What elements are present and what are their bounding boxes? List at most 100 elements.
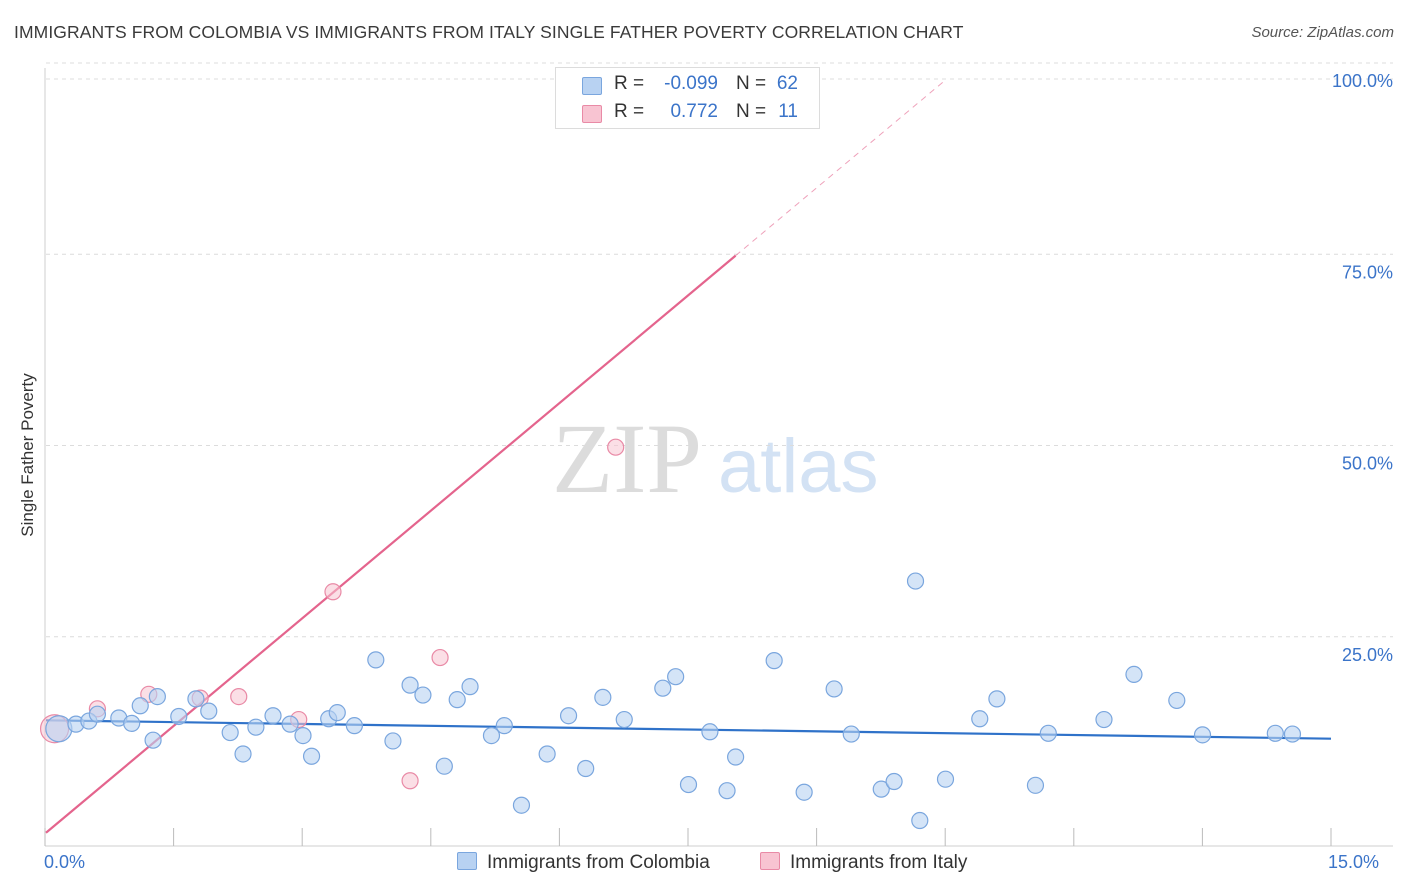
colombia-point	[911, 811, 929, 830]
colombia-point	[667, 668, 685, 686]
italy-point	[607, 438, 625, 456]
n-label: N =	[736, 101, 767, 122]
colombia-point	[144, 731, 162, 749]
italy-trend-line	[45, 254, 737, 834]
y-axis-label: Single Father Poverty	[18, 373, 37, 537]
colombia-point	[264, 707, 282, 725]
italy-point	[431, 648, 449, 667]
colombia-point	[1168, 691, 1186, 710]
legend-label-colombia: Immigrants from Colombia	[487, 852, 710, 873]
colombia-point	[221, 723, 239, 742]
colombia-point	[482, 727, 501, 745]
colombia-point	[795, 783, 813, 801]
colombia-point	[88, 705, 107, 723]
colombia-point	[718, 782, 736, 800]
legend: Immigrants from Colombia Immigrants from…	[0, 852, 1406, 878]
colombia-point	[345, 717, 363, 735]
colombia-point	[594, 688, 612, 706]
colombia-point	[131, 697, 149, 715]
y-tick-labels: 25.0% 50.0% 75.0% 100.0%	[1332, 71, 1393, 665]
colombia-point	[936, 770, 955, 788]
colombia-point	[577, 759, 595, 778]
r-label: R =	[614, 101, 645, 122]
watermark-atlas: atlas	[718, 424, 879, 509]
r-label: R =	[614, 73, 645, 94]
source-label: Source: ZipAtlas.com	[1251, 24, 1394, 41]
watermark-zip: ZIP	[552, 403, 702, 514]
colombia-point	[654, 679, 672, 697]
colombia-swatch	[582, 77, 602, 95]
legend-item-colombia[interactable]: Immigrants from Colombia	[457, 852, 710, 874]
colombia-point	[148, 687, 166, 706]
colombia-point	[187, 690, 205, 708]
colombia-point	[906, 572, 925, 590]
y-tick-label: 75.0%	[1342, 262, 1393, 282]
colombia-point	[1283, 725, 1302, 743]
italy-point	[401, 772, 419, 790]
y-tick-label: 100.0%	[1332, 71, 1393, 91]
colombia-point	[170, 707, 188, 726]
colombia-point	[302, 747, 321, 765]
colombia-point	[512, 796, 531, 814]
colombia-point	[281, 715, 299, 733]
colombia-point	[1193, 726, 1212, 744]
colombia-point	[367, 651, 385, 669]
colombia-point	[988, 690, 1006, 708]
colombia-point	[615, 710, 633, 729]
colombia-point	[234, 745, 252, 763]
italy-trend-extension	[735, 79, 946, 257]
x-max-label: 15.0%	[1328, 852, 1380, 872]
chart-title: IMMIGRANTS FROM COLOMBIA VS IMMIGRANTS F…	[14, 22, 964, 42]
colombia-point	[384, 732, 402, 750]
stats-row-italy: R = 0.772 N = 11	[556, 101, 819, 127]
colombia-point	[1125, 665, 1143, 684]
legend-item-italy[interactable]: Immigrants from Italy	[760, 852, 967, 874]
colombia-point	[842, 725, 860, 743]
colombia-point	[435, 757, 453, 775]
colombia-point	[559, 707, 578, 725]
stats-box: R = -0.099 N = 62 R = 0.772 N = 11	[555, 67, 820, 129]
n-value: 11	[778, 101, 798, 122]
colombia-trend-line	[45, 719, 1332, 740]
r-value: -0.099	[664, 73, 718, 94]
colombia-point	[1266, 724, 1284, 742]
colombia-point	[538, 745, 556, 763]
colombia-point	[701, 723, 719, 741]
n-value: 62	[776, 73, 798, 94]
italy-point	[324, 583, 342, 601]
watermark: ZIP atlas	[552, 403, 879, 514]
colombia-point	[872, 780, 890, 798]
colombia-legend-swatch	[457, 852, 477, 870]
colombia-point	[885, 772, 903, 791]
x-min-label: 0.0%	[44, 852, 86, 872]
grid	[46, 62, 1393, 638]
colombia-point	[45, 715, 73, 743]
colombia-point	[495, 717, 513, 735]
colombia-point	[328, 704, 346, 722]
y-tick-label: 50.0%	[1342, 454, 1393, 474]
colombia-point	[247, 718, 265, 736]
colombia-point	[727, 748, 745, 766]
colombia-point	[825, 680, 843, 698]
colombia-points	[45, 572, 1302, 830]
y-tick-label: 25.0%	[1342, 645, 1393, 665]
n-label: N =	[736, 73, 767, 94]
colombia-point	[1039, 724, 1057, 742]
colombia-point	[1095, 710, 1113, 729]
stats-row-colombia: R = -0.099 N = 62	[556, 73, 819, 99]
colombia-point	[1026, 776, 1045, 794]
axes	[44, 68, 1393, 847]
colombia-point	[294, 727, 312, 745]
colombia-point	[461, 678, 479, 696]
colombia-point	[200, 702, 218, 720]
colombia-point	[401, 676, 419, 694]
colombia-point	[971, 710, 989, 728]
colombia-point	[448, 691, 466, 709]
colombia-point	[679, 775, 698, 794]
italy-swatch	[582, 105, 602, 123]
italy-legend-swatch	[760, 852, 780, 870]
legend-label-italy: Immigrants from Italy	[790, 852, 968, 873]
italy-point	[230, 687, 248, 706]
colombia-point	[123, 714, 141, 732]
